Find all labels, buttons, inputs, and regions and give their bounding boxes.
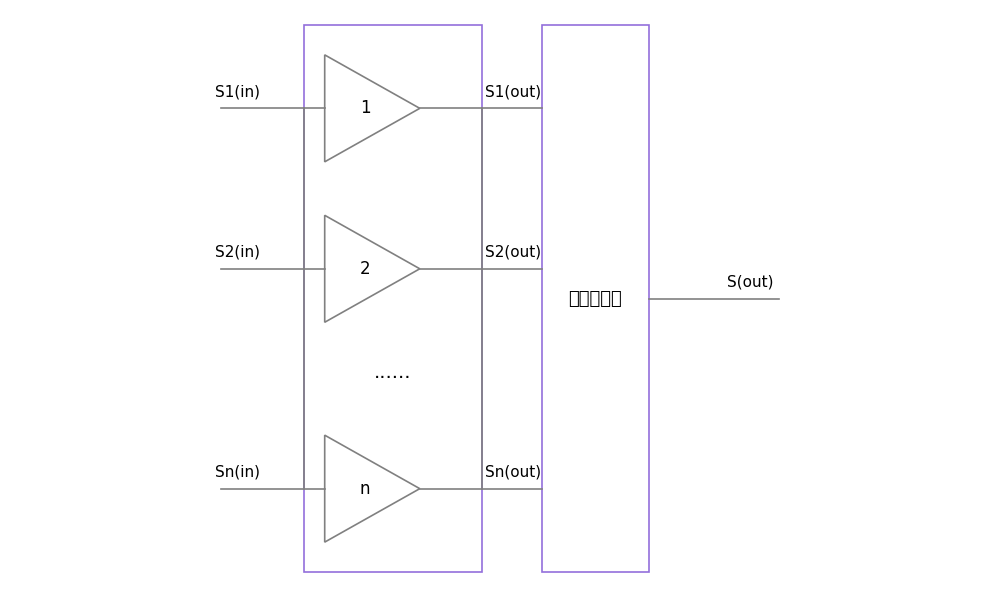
Text: 1: 1 xyxy=(360,99,370,118)
Text: 功率合成器: 功率合成器 xyxy=(568,290,622,307)
Polygon shape xyxy=(325,435,420,542)
Text: 2: 2 xyxy=(360,260,370,278)
Polygon shape xyxy=(325,216,420,322)
FancyBboxPatch shape xyxy=(542,25,649,572)
Text: S2(out): S2(out) xyxy=(485,245,541,260)
Text: S(out): S(out) xyxy=(727,275,773,290)
Text: n: n xyxy=(360,479,370,498)
Polygon shape xyxy=(325,55,420,162)
Text: Sn(in): Sn(in) xyxy=(215,464,260,480)
FancyBboxPatch shape xyxy=(304,25,482,572)
Text: S2(in): S2(in) xyxy=(215,245,260,260)
Text: ......: ...... xyxy=(374,364,412,382)
Text: Sn(out): Sn(out) xyxy=(485,464,541,480)
Text: S1(in): S1(in) xyxy=(215,84,260,100)
Text: S1(out): S1(out) xyxy=(485,84,541,100)
